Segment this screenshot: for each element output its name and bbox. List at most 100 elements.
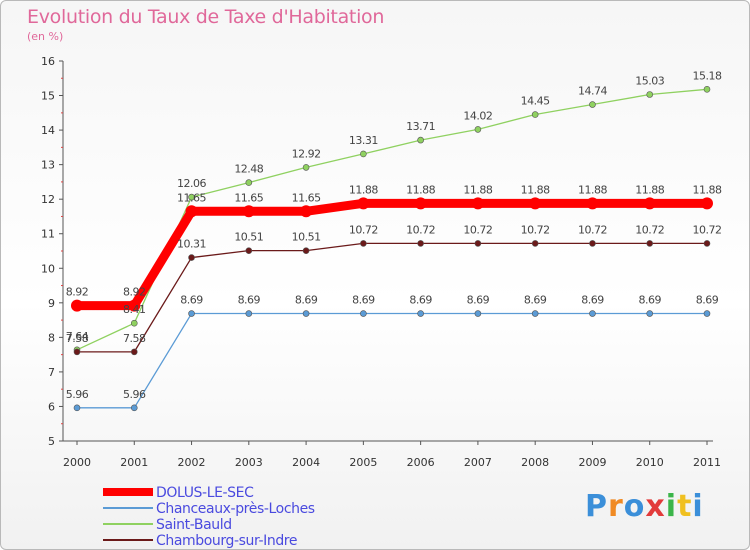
y-tick-label: 9 bbox=[48, 297, 55, 310]
data-label: 11.88 bbox=[406, 183, 435, 196]
data-point bbox=[414, 197, 427, 210]
data-point bbox=[646, 240, 654, 247]
x-tick-label: 2004 bbox=[292, 456, 320, 469]
data-label: 8.92 bbox=[66, 286, 89, 299]
data-point bbox=[360, 310, 367, 317]
data-label: 12.48 bbox=[234, 163, 263, 176]
data-point bbox=[474, 126, 482, 133]
y-tick-label: 13 bbox=[41, 159, 55, 172]
data-point bbox=[188, 254, 195, 261]
data-point bbox=[245, 247, 253, 254]
data-point bbox=[589, 240, 596, 247]
x-tick-label: 2006 bbox=[407, 456, 435, 469]
chart-title: Evolution du Taux de Taxe d'Habitation bbox=[27, 6, 385, 28]
data-point bbox=[360, 150, 367, 158]
data-label: 11.88 bbox=[635, 183, 664, 196]
x-tick-label: 2008 bbox=[521, 456, 549, 469]
legend: DOLUS-LE-SECChanceaux-près-LochesSaint-B… bbox=[103, 485, 315, 549]
data-label: 7.64 bbox=[66, 330, 89, 343]
data-label: 10.72 bbox=[578, 223, 607, 236]
y-tick-label: 12 bbox=[41, 193, 55, 206]
data-label: 13.31 bbox=[349, 134, 378, 147]
data-label: 7.58 bbox=[123, 332, 146, 345]
data-label: 11.88 bbox=[578, 183, 607, 196]
data-point bbox=[471, 197, 484, 210]
data-point bbox=[130, 319, 138, 327]
data-point bbox=[529, 197, 542, 210]
y-tick-label: 10 bbox=[41, 262, 55, 275]
logo-letter: o bbox=[623, 489, 646, 524]
data-label: 10.72 bbox=[349, 223, 378, 236]
proxiti-logo: Proxiti bbox=[585, 489, 704, 524]
data-label: 10.72 bbox=[693, 223, 722, 236]
logo-letter: i bbox=[692, 489, 704, 524]
data-point bbox=[646, 310, 654, 317]
data-point bbox=[703, 240, 711, 247]
y-tick-label: 14 bbox=[41, 124, 55, 137]
y-tick-label: 7 bbox=[48, 366, 55, 379]
data-point bbox=[417, 310, 424, 317]
data-point bbox=[302, 164, 310, 171]
data-point bbox=[245, 179, 253, 186]
data-label: 8.69 bbox=[638, 294, 661, 307]
data-point bbox=[71, 299, 83, 312]
x-tick-label: 2011 bbox=[693, 456, 721, 469]
data-label: 11.65 bbox=[177, 191, 206, 204]
data-point bbox=[130, 404, 138, 412]
logo-letter: i bbox=[665, 489, 678, 524]
data-label: 14.02 bbox=[463, 109, 492, 122]
data-label: 14.74 bbox=[578, 85, 607, 98]
x-tick-label: 2002 bbox=[178, 456, 206, 469]
series-line bbox=[76, 242, 708, 353]
axes: 5 6 7 8 9 10 11 12 13 14 15 16 2000 2001 2002 2003 2004 2… bbox=[41, 55, 721, 469]
y-tick-label: 5 bbox=[48, 435, 55, 448]
data-label: 14.45 bbox=[521, 95, 550, 108]
data-point bbox=[474, 310, 482, 317]
data-point bbox=[646, 91, 654, 98]
data-point bbox=[360, 240, 367, 247]
data-label: 12.06 bbox=[177, 177, 206, 190]
legend-label: DOLUS-LE-SEC bbox=[156, 485, 254, 501]
data-point bbox=[302, 247, 310, 254]
series-line bbox=[72, 198, 712, 311]
x-tick-label: 2007 bbox=[464, 456, 492, 469]
data-point bbox=[242, 205, 255, 218]
data-point bbox=[586, 197, 599, 210]
data-label: 11.88 bbox=[693, 183, 722, 196]
data-point bbox=[417, 240, 424, 247]
data-label: 8.41 bbox=[123, 303, 146, 316]
data-point bbox=[643, 197, 656, 210]
data-label: 5.96 bbox=[123, 388, 146, 401]
x-tick-label: 2009 bbox=[578, 456, 606, 469]
data-point bbox=[703, 86, 711, 93]
legend-label: Saint-Bauld bbox=[156, 517, 232, 533]
data-label: 10.72 bbox=[463, 223, 492, 236]
logo-letter: r bbox=[608, 489, 624, 524]
series-line bbox=[76, 312, 708, 409]
data-label: 11.65 bbox=[292, 191, 321, 204]
data-label: 15.03 bbox=[635, 75, 664, 88]
data-label: 8.69 bbox=[409, 294, 432, 307]
data-label: 8.69 bbox=[352, 294, 375, 307]
point-labels: 8.92 8.92 11.65 11.65 11.65 11.88 11.88 11.88 11… bbox=[66, 69, 723, 401]
data-label: 8.69 bbox=[467, 294, 490, 307]
data-point bbox=[589, 101, 596, 108]
x-tick-label: 2005 bbox=[349, 456, 377, 469]
data-label: 8.69 bbox=[581, 294, 604, 307]
data-label: 8.69 bbox=[295, 294, 318, 307]
data-label: 8.92 bbox=[123, 286, 146, 299]
data-point bbox=[357, 197, 370, 210]
data-label: 10.51 bbox=[234, 231, 263, 244]
data-label: 11.88 bbox=[521, 183, 550, 196]
data-label: 10.72 bbox=[635, 223, 664, 236]
data-label: 10.72 bbox=[521, 223, 550, 236]
y-tick-label: 15 bbox=[41, 90, 55, 103]
y-tick-label: 8 bbox=[48, 331, 55, 344]
data-label: 11.88 bbox=[349, 183, 378, 196]
data-point bbox=[128, 299, 141, 312]
data-label: 10.72 bbox=[406, 223, 435, 236]
data-label: 15.18 bbox=[693, 69, 722, 82]
data-point bbox=[245, 310, 253, 317]
data-point bbox=[703, 310, 711, 317]
